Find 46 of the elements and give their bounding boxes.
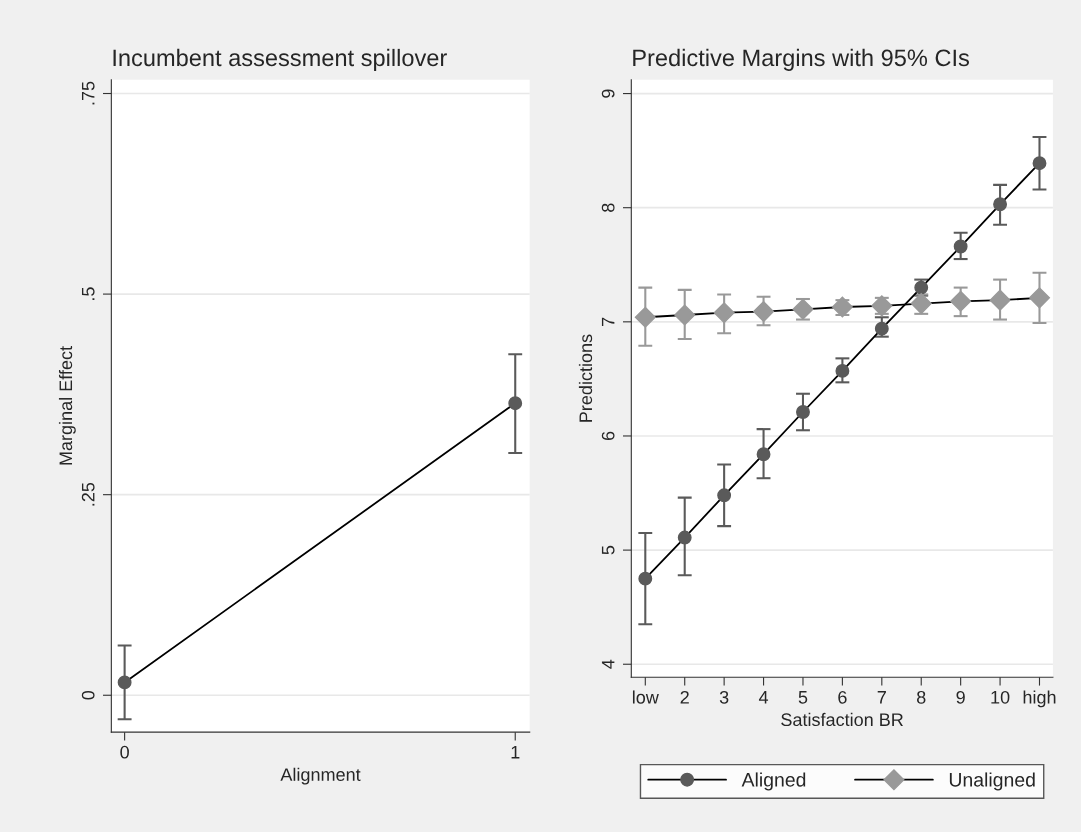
point <box>638 571 653 586</box>
y-tick-label: 5 <box>601 545 615 555</box>
x-axis-title: Alignment <box>280 767 361 785</box>
x-tick-label: 5 <box>798 691 808 704</box>
y-tick-label: 7 <box>601 317 615 326</box>
point <box>989 289 1011 311</box>
point <box>950 290 972 312</box>
point <box>1032 156 1047 171</box>
y-tick-label: .75 <box>81 81 95 105</box>
legend-label: Unaligned <box>949 772 1035 791</box>
x-tick-label: high <box>1023 690 1056 708</box>
x-tick-label: 6 <box>838 690 847 704</box>
point <box>717 488 732 503</box>
y-tick-label: 4 <box>601 659 615 669</box>
point <box>677 530 692 545</box>
point <box>756 447 771 462</box>
x-tick-label: 1 <box>511 746 520 759</box>
chart-title: Predictive Margins with 95% CIs <box>633 48 969 71</box>
point <box>634 306 656 328</box>
x-tick-label: 4 <box>758 691 769 704</box>
point <box>953 239 968 254</box>
x-tick-label: low <box>632 690 659 704</box>
point <box>993 197 1008 212</box>
point <box>796 405 810 419</box>
x-tick-label: 10 <box>991 690 1010 704</box>
y-tick-label: 9 <box>601 89 615 98</box>
y-tick-label: 8 <box>601 203 615 212</box>
point <box>753 301 775 323</box>
point <box>713 302 735 324</box>
x-tick-label: 9 <box>956 690 965 704</box>
y-axis-title: Marginal Effect <box>58 346 76 465</box>
x-tick-label: 7 <box>877 691 886 704</box>
point <box>674 304 696 326</box>
point <box>835 363 850 378</box>
point <box>874 321 889 336</box>
x-tick-label: 3 <box>719 690 729 704</box>
point <box>1028 287 1051 309</box>
x-tick-label: 2 <box>680 690 689 704</box>
y-tick-label: .5 <box>81 287 95 300</box>
x-tick-label: 8 <box>917 690 926 704</box>
y-tick-label: .25 <box>81 482 95 506</box>
y-tick-label: 6 <box>601 431 615 441</box>
chart-title: Incumbent assessment spillover <box>113 48 447 71</box>
legend-label: Aligned <box>741 772 806 791</box>
y-axis-title: Predictions <box>578 334 593 422</box>
x-axis-title: Satisfaction BR <box>781 712 903 727</box>
